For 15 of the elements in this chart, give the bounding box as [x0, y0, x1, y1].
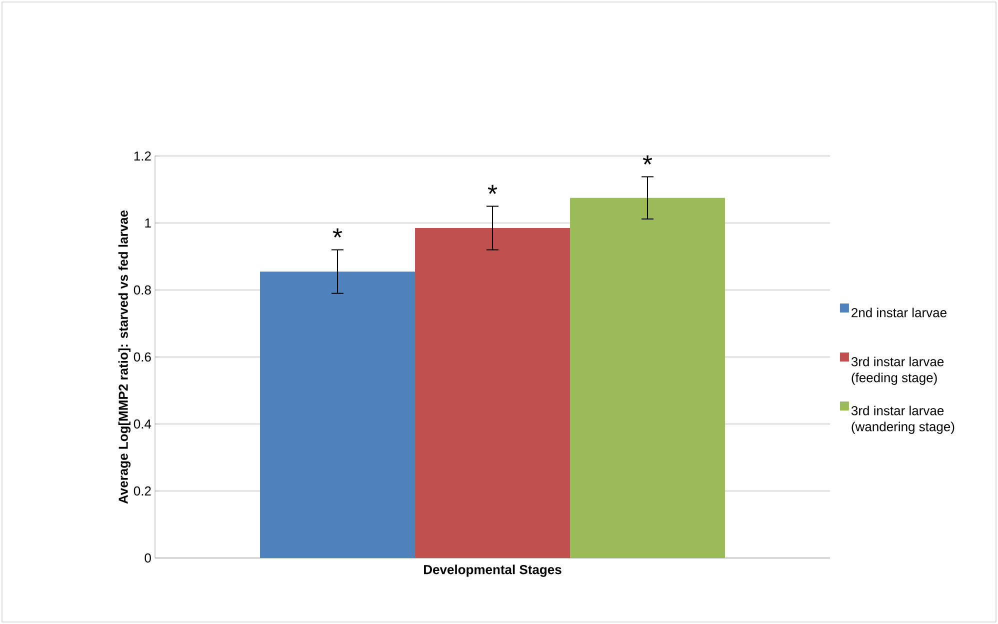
legend-label: 3rd instar larvae (wandering stage)	[851, 406, 954, 434]
y-tick-label: 0.2	[134, 486, 151, 496]
y-tick-label: 0.4	[134, 419, 152, 429]
x-axis-title: Developmental Stages	[424, 564, 562, 577]
y-tick-label: 1	[145, 218, 151, 228]
annotation: *	[642, 155, 652, 164]
y-tick-label: 1.2	[134, 151, 151, 161]
y-tick-label: 0.6	[134, 352, 151, 362]
y-tick-label: 0	[144, 553, 151, 563]
annotation: *	[488, 184, 498, 194]
legend-label: 2nd instar larvae	[852, 308, 946, 318]
y-axis-title: Average Log[MMP2 ratio]: starved vs fed larvae	[118, 210, 131, 504]
annotation: *	[332, 228, 342, 238]
y-tick-label: 0.8	[134, 285, 151, 295]
legend-label: 3rd instar larvae (feeding stage)	[851, 356, 944, 385]
